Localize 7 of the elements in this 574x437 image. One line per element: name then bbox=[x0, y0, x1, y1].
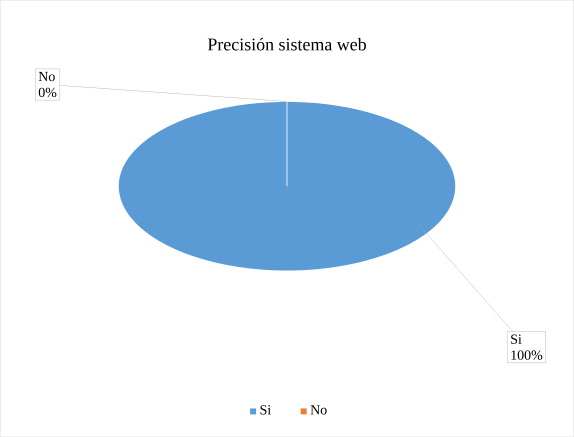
slice-label: Si bbox=[511, 334, 522, 344]
legend-label: Si bbox=[260, 405, 271, 415]
legend-label: No bbox=[310, 405, 327, 414]
data-label: 100% bbox=[511, 350, 542, 360]
chart-title: Precisión sistema web bbox=[208, 38, 366, 50]
text: 0% bbox=[38, 88, 56, 98]
category-label: No bbox=[38, 72, 55, 82]
